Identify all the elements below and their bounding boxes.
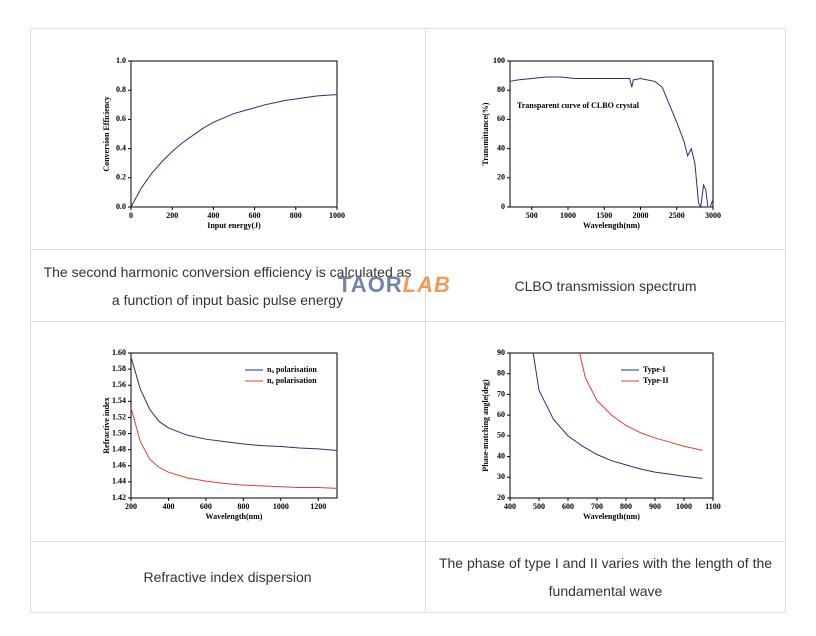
plot-frame — [509, 60, 714, 208]
y-tick-label: 0.0 — [116, 202, 126, 211]
y-tick-label: 40 — [497, 451, 505, 460]
x-tick-label: 400 — [207, 211, 219, 220]
y-tick-label: 1.58 — [112, 364, 126, 373]
x-tick-label: 1000 — [676, 502, 692, 511]
y-axis-label: Transmittance(%) — [481, 102, 490, 165]
y-axis-label: Phase-matching angle(deg) — [481, 379, 490, 472]
x-tick-label: 700 — [591, 502, 603, 511]
legend-label: Type-II — [643, 376, 669, 385]
x-tick-label: 600 — [249, 211, 261, 220]
y-axis-label: Refractive index — [102, 397, 111, 453]
y-tick-label: 1.46 — [112, 461, 126, 470]
y-tick-label: 0 — [501, 202, 505, 211]
y-tick-label: 100 — [493, 56, 505, 65]
y-tick-label: 70 — [497, 389, 505, 398]
y-tick-label: 60 — [497, 114, 505, 123]
x-tick-label: 1100 — [705, 502, 721, 511]
x-tick-label: 800 — [290, 211, 302, 220]
x-tick-label: 1500 — [596, 211, 612, 220]
x-axis-label: Input energy(J) — [207, 221, 261, 230]
watermark-part: LAB — [402, 272, 451, 297]
legend-subscript: e — [271, 381, 274, 386]
watermark: TAORLAB — [338, 272, 451, 298]
legend-subscript: o — [271, 370, 274, 375]
y-tick-label: 1.54 — [112, 396, 126, 405]
x-tick-label: 900 — [649, 502, 661, 511]
legend-label: ne polarisation — [267, 376, 317, 386]
data-line — [130, 407, 338, 489]
x-tick-label: 3000 — [705, 211, 721, 220]
legend-text: polarisation — [274, 376, 317, 385]
x-tick-label: 200 — [166, 211, 178, 220]
x-tick-label: 1000 — [273, 502, 289, 511]
y-axis-label: Conversion Efficiency — [102, 96, 111, 171]
y-tick-label: 1.44 — [112, 477, 126, 486]
table-borders — [30, 28, 786, 613]
x-tick-label: 500 — [526, 211, 538, 220]
y-tick-label: 0.2 — [116, 173, 126, 182]
y-tick-label: 20 — [497, 493, 505, 502]
legend-text: polarisation — [274, 365, 317, 374]
y-tick-label: 60 — [497, 410, 505, 419]
x-tick-label: 0 — [129, 211, 133, 220]
x-tick-label: 400 — [504, 502, 516, 511]
y-tick-label: 0.6 — [116, 114, 126, 123]
plot-frame — [130, 352, 338, 499]
y-tick-label: 1.48 — [112, 444, 126, 453]
x-tick-label: 800 — [237, 502, 249, 511]
x-tick-label: 800 — [620, 502, 632, 511]
x-tick-label: 2000 — [633, 211, 649, 220]
y-tick-label: 30 — [497, 472, 505, 481]
y-tick-label: 1.50 — [112, 428, 126, 437]
plot-frame — [130, 60, 338, 208]
data-line — [130, 356, 338, 451]
x-tick-label: 500 — [533, 502, 545, 511]
annotation: Transparent curve of CLBO crystal — [517, 101, 640, 110]
x-tick-label: 1000 — [329, 211, 345, 220]
caption: CLBO transmission spectrum — [514, 277, 697, 294]
x-axis-label: Wavelength(nm) — [583, 512, 640, 521]
data-line — [579, 352, 703, 451]
data-line — [509, 76, 714, 209]
y-tick-label: 80 — [497, 85, 505, 94]
x-tick-label: 200 — [125, 502, 137, 511]
y-tick-label: 1.52 — [112, 412, 126, 421]
y-tick-label: 20 — [497, 173, 505, 182]
legend-label: no polarisation — [267, 365, 317, 375]
caption: The phase of type I and II varies with t… — [438, 555, 773, 599]
watermark-part: TAOR — [338, 272, 403, 297]
legend-text: n — [267, 365, 272, 374]
plot-frame — [509, 352, 714, 499]
x-tick-label: 600 — [562, 502, 574, 511]
y-tick-label: 90 — [497, 348, 505, 357]
y-tick-label: 0.4 — [116, 143, 126, 152]
legend-label: Type-I — [643, 365, 666, 374]
x-axis-label: Wavelength(nm) — [206, 512, 263, 521]
x-tick-label: 2500 — [669, 211, 685, 220]
y-tick-label: 1.42 — [112, 493, 126, 502]
y-tick-label: 0.8 — [116, 85, 126, 94]
caption: The second harmonic conversion efficienc… — [43, 263, 412, 308]
x-tick-label: 1200 — [310, 502, 326, 511]
y-tick-label: 1.60 — [112, 348, 126, 357]
x-axis-label: Wavelength(nm) — [583, 221, 640, 230]
x-tick-label: 1000 — [560, 211, 576, 220]
y-tick-label: 1.56 — [112, 380, 126, 389]
x-tick-label: 400 — [162, 502, 174, 511]
caption: Refractive index dispersion — [143, 569, 312, 585]
data-line — [532, 352, 703, 479]
legend-text: n — [267, 376, 272, 385]
y-tick-label: 1.0 — [116, 56, 126, 65]
data-line — [130, 94, 338, 208]
y-tick-label: 50 — [497, 431, 505, 440]
y-tick-label: 80 — [497, 369, 505, 378]
y-tick-label: 40 — [497, 143, 505, 152]
x-tick-label: 600 — [200, 502, 212, 511]
